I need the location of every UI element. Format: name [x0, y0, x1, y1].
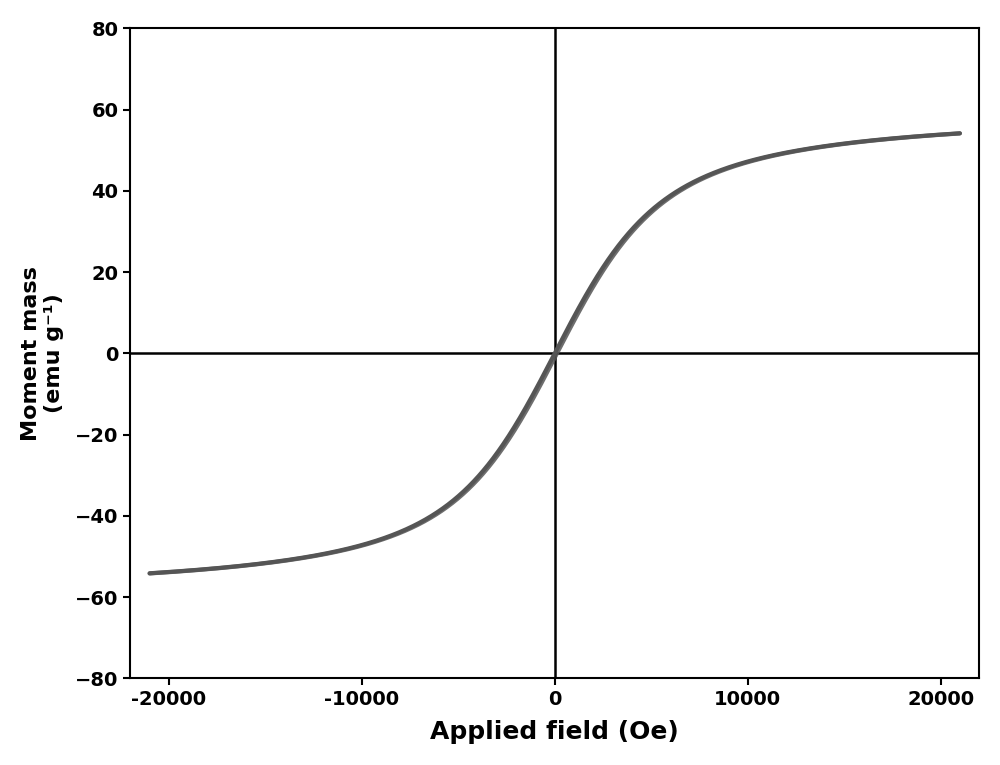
X-axis label: Applied field (Oe): Applied field (Oe) — [430, 720, 679, 744]
Y-axis label: Moment mass
(emu g⁻¹): Moment mass (emu g⁻¹) — [21, 266, 64, 441]
